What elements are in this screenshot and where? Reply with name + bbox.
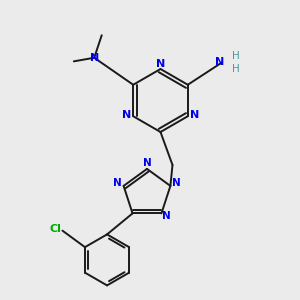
Text: H: H xyxy=(232,64,240,74)
Text: Cl: Cl xyxy=(50,224,62,234)
Text: N: N xyxy=(163,212,171,221)
Text: N: N xyxy=(190,110,199,120)
Text: N: N xyxy=(215,57,224,67)
Text: H: H xyxy=(232,51,240,61)
Text: N: N xyxy=(122,110,131,120)
Text: N: N xyxy=(142,158,152,169)
Text: N: N xyxy=(113,178,122,188)
Text: N: N xyxy=(91,53,100,63)
Text: N: N xyxy=(156,59,165,69)
Text: N: N xyxy=(172,178,181,188)
